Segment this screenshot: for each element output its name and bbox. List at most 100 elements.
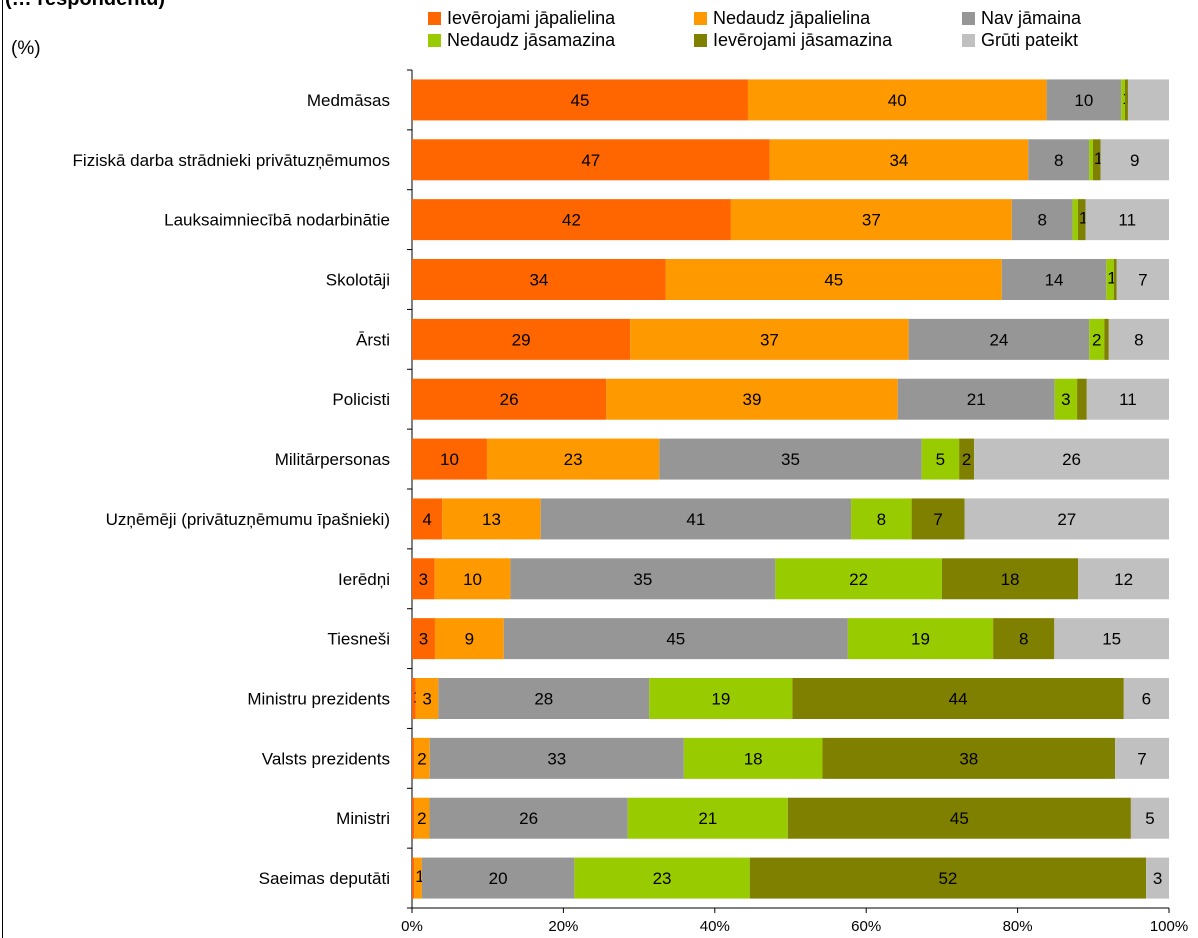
x-tick-label: 40% <box>700 918 730 935</box>
legend-item-5: Ievērojami jāsamazina <box>694 30 892 51</box>
bar-segment <box>1089 318 1105 360</box>
data-label: 14 <box>1045 271 1064 290</box>
data-label: 3 <box>1153 869 1162 888</box>
category-label: Saeimas deputāti <box>259 869 390 888</box>
data-label: 21 <box>967 390 986 409</box>
bar-segment <box>412 678 416 719</box>
bar-segment <box>1054 618 1169 660</box>
data-label: 9 <box>465 630 474 649</box>
bar-segment <box>414 797 430 839</box>
bar-segment <box>434 618 504 660</box>
bar-segment <box>1001 259 1107 300</box>
bar-segment <box>412 378 607 420</box>
category-label: Medmāsas <box>307 91 390 110</box>
data-label: 33 <box>547 749 566 768</box>
category-label: Valsts prezidents <box>262 749 390 768</box>
data-label: 5 <box>936 450 945 469</box>
legend-item-1: Ievērojami jāpalielina <box>428 8 615 29</box>
legend-item-4: Nedaudz jāsamazina <box>428 30 615 51</box>
bar-segment <box>1077 199 1086 241</box>
data-label: 8 <box>877 510 886 529</box>
bar-segment <box>1078 558 1169 600</box>
bar-segment <box>921 438 960 480</box>
bar-segment <box>574 857 750 899</box>
x-tick-label: 100% <box>1150 918 1188 935</box>
bar-segment <box>434 558 511 600</box>
bar-segment <box>993 618 1055 660</box>
category-label: Uzņēmēji (privātuzņēmumu īpašnieki) <box>106 510 390 529</box>
category-label: Ierēdņi <box>338 570 390 589</box>
bar-segment <box>1085 199 1169 241</box>
data-label: 2 <box>1092 330 1101 349</box>
data-label: 44 <box>949 690 968 709</box>
category-label: Skolotāji <box>326 271 390 290</box>
data-label: 45 <box>950 809 969 828</box>
bar-segment <box>414 737 430 779</box>
legend-label: Grūti pateikt <box>981 30 1079 50</box>
data-label: 2 <box>417 809 426 828</box>
legend-label: Nedaudz jāsamazina <box>447 30 616 50</box>
data-label: 35 <box>633 570 652 589</box>
bar-segment <box>941 558 1079 600</box>
data-label: 40 <box>888 91 907 110</box>
legend-label: Ievērojami jāsamazina <box>713 30 893 50</box>
data-label: 9 <box>1130 151 1139 170</box>
data-label: 41 <box>686 510 705 529</box>
x-tick-label: 0% <box>401 918 423 935</box>
legend-item-3: Nav jāmaina <box>962 8 1081 29</box>
data-label: 1 <box>1107 269 1116 288</box>
bar-segment <box>1127 79 1169 121</box>
data-label: 2 <box>417 749 426 768</box>
data-label: 8 <box>1054 151 1063 170</box>
bar-segment <box>1011 199 1073 241</box>
bar-segment <box>1130 797 1169 839</box>
data-label: 10 <box>440 450 459 469</box>
bar-segment <box>897 378 1055 420</box>
bar-segment <box>412 498 443 540</box>
data-label: 8 <box>1019 630 1028 649</box>
legend-swatch <box>428 34 441 47</box>
bar-segment <box>1108 318 1169 360</box>
bar-segment <box>851 498 912 540</box>
bar-segment <box>649 678 793 719</box>
data-label: 1 <box>1094 149 1103 168</box>
bar-segment <box>1146 857 1169 899</box>
bar-segment <box>775 558 942 600</box>
data-label: 7 <box>1138 271 1147 290</box>
data-label: 27 <box>1057 510 1076 529</box>
bar-segment <box>792 678 1124 719</box>
bar-segment <box>412 259 666 300</box>
legend-swatch <box>694 34 707 47</box>
bar-segment <box>665 259 1002 300</box>
data-label: 18 <box>744 749 763 768</box>
data-label: 7 <box>1137 749 1146 768</box>
unit-label: (%) <box>11 38 41 59</box>
data-label: 8 <box>1134 330 1143 349</box>
bar-segment <box>1089 139 1093 181</box>
bar-segment <box>540 498 852 540</box>
data-label: 1 <box>415 867 424 886</box>
bar-segment <box>787 797 1131 839</box>
data-label: 19 <box>711 690 730 709</box>
bar-segment <box>630 318 909 360</box>
data-label: 8 <box>1037 211 1046 230</box>
category-label: Lauksaimniecībā nodarbinātie <box>164 211 390 230</box>
data-label: 45 <box>571 91 590 110</box>
bar-segment <box>412 79 748 121</box>
bar-segment <box>1054 378 1078 420</box>
data-label: 45 <box>824 271 843 290</box>
bar-segment <box>1116 259 1169 300</box>
bar-segment <box>730 199 1012 241</box>
data-label: 26 <box>500 390 519 409</box>
bar-segment <box>974 438 1169 480</box>
data-label: 12 <box>1114 570 1133 589</box>
bar-segment <box>1124 79 1128 121</box>
data-label: 19 <box>911 630 930 649</box>
bar-segment <box>1121 79 1125 121</box>
legend-swatch <box>428 12 441 25</box>
data-label: 5 <box>1145 809 1154 828</box>
data-label: 26 <box>1062 450 1081 469</box>
bar-segment <box>412 558 435 600</box>
bar-segment <box>847 618 994 660</box>
data-label: 37 <box>862 211 881 230</box>
